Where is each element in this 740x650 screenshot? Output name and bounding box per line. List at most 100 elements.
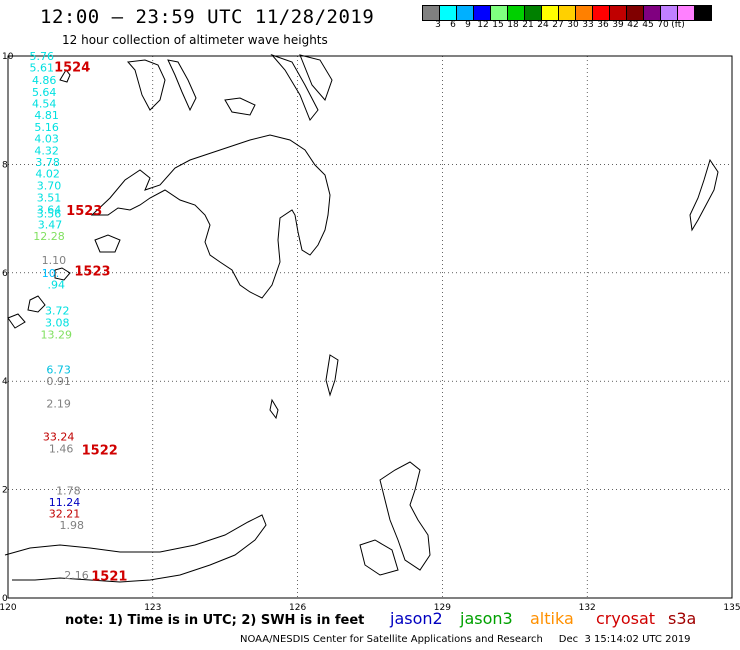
coastline-sulawesi-north — [4, 514, 267, 583]
coastline-siau — [269, 398, 279, 420]
color-scale-label: 6 — [450, 20, 456, 30]
x-tick-label: 129 — [434, 603, 451, 613]
legend-item-cryosat: cryosat — [596, 609, 656, 628]
color-scale-label: 27 — [552, 20, 564, 30]
coastline-halmahera — [379, 461, 431, 571]
wave-height-value: 6.73 — [46, 363, 71, 376]
wave-height-value: 3.78 — [35, 156, 60, 169]
y-tick-label: 10 — [2, 52, 14, 62]
color-scale-label: 18 — [507, 20, 519, 30]
x-tick-label: 126 — [289, 603, 306, 613]
y-tick-label: 2 — [2, 486, 8, 496]
y-tick-label: 6 — [2, 269, 8, 279]
color-scale-label: 24 — [537, 20, 549, 30]
wave-height-value: 5.76 — [30, 50, 55, 63]
coastline-leyte — [270, 53, 319, 121]
wave-height-value: 10. — [42, 267, 60, 280]
axis-labels: 120 123 126 129 132 135 0 2 4 6 8 10 — [0, 52, 740, 613]
wave-height-value: 4.02 — [35, 168, 60, 181]
wave-height-value: 1.46 — [49, 442, 74, 455]
coastline-sulu-small — [27, 295, 46, 313]
x-tick-label: 135 — [723, 603, 740, 613]
color-scale-label: 30 — [567, 20, 579, 30]
y-tick-label: 0 — [2, 594, 8, 604]
legend-item-altika: altika — [530, 609, 574, 628]
footer-note: note: 1) Time is in UTC; 2) SWH is in fe… — [65, 613, 365, 628]
x-tick-label: 120 — [0, 603, 17, 613]
color-scale-label: 3 — [435, 20, 441, 30]
coastline-jolo — [54, 267, 71, 281]
wave-height-value: 3.47 — [38, 219, 63, 232]
color-scale-label: 42 — [627, 20, 639, 30]
color-scale-label: 39 — [612, 20, 624, 30]
color-scale-label: 45 — [642, 20, 654, 30]
track-id-label: 1521 — [91, 569, 127, 584]
color-scale-bar — [422, 5, 712, 21]
color-scale-label: 21 — [522, 20, 534, 30]
map-frame — [7, 55, 733, 599]
color-swatch — [694, 5, 712, 21]
y-tick-label: 4 — [2, 377, 8, 387]
coastline-basilan — [94, 234, 121, 253]
wave-height-value: 12.28 — [33, 230, 65, 243]
wave-height-value: 4.03 — [34, 132, 59, 145]
wave-height-value: 3.64 — [37, 203, 62, 216]
wave-height-value: 0.91 — [46, 375, 71, 388]
wave-height-value: 33.24 — [43, 430, 75, 443]
wave-height-value: .94 — [48, 279, 66, 292]
wave-height-value: 3.72 — [45, 305, 70, 318]
wave-height-value: 4.86 — [32, 74, 57, 87]
track-id-label: 1524 — [54, 60, 90, 75]
credit-line: NOAA/NESDIS Center for Satellite Applica… — [240, 634, 691, 645]
color-scale-labels: 3 6 9 12 15 18 21 24 27 30 33 36 39 42 45 70 (ft) — [422, 20, 740, 32]
map-title: 12:00 — 23:59 UTC 11/28/2019 — [40, 6, 375, 28]
coastlines — [4, 53, 719, 583]
color-scale-label: 70 — [657, 20, 669, 30]
coastline-cebu — [167, 59, 197, 112]
color-scale-label: 36 — [597, 20, 609, 30]
map-subtitle: 12 hour collection of altimeter wave hei… — [62, 33, 328, 47]
wave-height-value: 4.54 — [32, 98, 57, 111]
wave-height-value: 1.98 — [59, 519, 84, 532]
wave-height-value: 13.29 — [41, 329, 73, 342]
legend-item-s3a: s3a — [668, 609, 697, 628]
map-grid — [7, 55, 733, 599]
wave-height-value: 1.78 — [56, 485, 81, 498]
coastline-negros — [126, 59, 166, 111]
coastline-halmahera-arm — [359, 539, 399, 576]
wave-height-value: 3.70 — [37, 180, 62, 193]
coastline-tawi — [7, 313, 26, 329]
wave-height-value: 3.08 — [45, 317, 70, 330]
legend-item-jason3: jason3 — [460, 609, 513, 628]
wave-height-value: 1.10 — [42, 254, 67, 267]
y-tick-label: 8 — [2, 160, 8, 170]
wave-height-value: 2.16 — [64, 569, 89, 582]
wave-height-value: 5.16 — [34, 121, 59, 134]
track-id-label: 1522 — [82, 444, 118, 459]
coastline-sangihe — [325, 354, 339, 397]
wave-height-value: 4.32 — [34, 144, 59, 157]
coastline-palawan — [59, 69, 71, 83]
color-scale-label: 33 — [582, 20, 594, 30]
wave-height-value: 5.64 — [32, 86, 57, 99]
observation-labels: 5.765.614.865.644.544.815.164.034.323.78… — [30, 50, 89, 582]
color-scale-label: 15 — [492, 20, 504, 30]
color-scale-label: 12 — [477, 20, 489, 30]
wave-height-value: 32.21 — [49, 507, 81, 520]
wave-height-value: 3.56 — [37, 208, 62, 221]
coastline-samar — [299, 54, 333, 101]
wave-height-value: 4.81 — [34, 109, 59, 122]
x-tick-label: 132 — [579, 603, 596, 613]
color-scale-label: (ft) — [671, 20, 685, 30]
track-id-labels: 1524 1523 1523 1522 1521 — [54, 60, 127, 584]
coastline-palau — [689, 158, 719, 232]
wave-height-value: 2.19 — [46, 397, 71, 410]
x-tick-label: 123 — [144, 603, 161, 613]
coastline-mindanao — [90, 134, 331, 299]
color-scale-label: 9 — [465, 20, 471, 30]
coastline-bohol — [224, 97, 256, 116]
legend-item-jason2: jason2 — [390, 609, 443, 628]
wave-height-value: 5.61 — [30, 61, 55, 74]
wave-height-value: 11.24 — [49, 496, 81, 509]
